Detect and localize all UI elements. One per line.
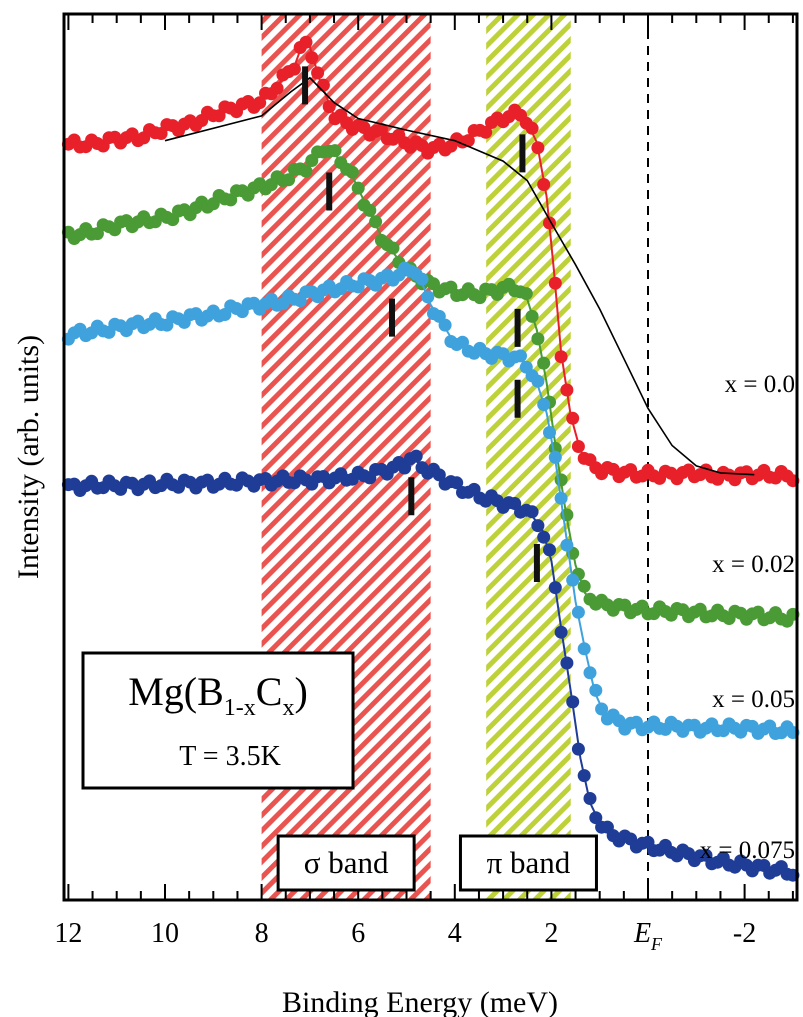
- data-point: [525, 309, 539, 323]
- data-point: [577, 769, 591, 783]
- series-label: x = 0.02: [712, 551, 795, 578]
- series-3: [61, 261, 800, 740]
- data-point: [351, 181, 365, 195]
- series-label: x = 0.075: [700, 837, 795, 864]
- data-point: [566, 411, 580, 425]
- data-point: [299, 35, 313, 49]
- data-point: [363, 203, 377, 217]
- data-point: [566, 695, 580, 709]
- data-point: [595, 702, 609, 716]
- data-point: [583, 666, 597, 680]
- compound-box: Mg(B1-xCx) T = 3.5K: [81, 651, 355, 790]
- series-4: [61, 449, 800, 882]
- series-1: [61, 35, 800, 488]
- band-labels: σ band π band: [276, 834, 598, 892]
- x-tick-label: 4: [448, 918, 462, 949]
- data-point: [589, 811, 603, 825]
- data-point: [270, 81, 284, 95]
- axis-ticks: [67, 14, 794, 900]
- series-label: x = 0.0: [725, 371, 795, 398]
- data-point: [548, 581, 562, 595]
- x-tick-label: 6: [351, 918, 365, 949]
- data-point: [525, 121, 539, 135]
- data-point: [537, 178, 551, 191]
- data-point: [328, 144, 342, 158]
- band-label-text: σ band: [304, 845, 389, 880]
- data-point: [287, 62, 301, 76]
- data-point: [299, 164, 313, 178]
- spectra-series: [61, 35, 800, 882]
- data-point: [566, 573, 580, 587]
- data-point: [316, 78, 330, 92]
- reference-curve: [164, 76, 755, 476]
- data-point: [531, 374, 545, 388]
- data-point: [543, 426, 556, 439]
- data-point: [554, 350, 568, 364]
- data-point: [531, 141, 545, 155]
- data-point: [398, 461, 412, 475]
- x-tick-label: 8: [255, 918, 269, 949]
- data-point: [438, 318, 452, 332]
- data-point: [537, 356, 551, 370]
- band-label-box: [276, 834, 416, 892]
- data-point: [548, 276, 562, 290]
- x-tick-label: EF: [633, 918, 663, 954]
- data-point: [577, 642, 591, 656]
- data-point: [543, 543, 556, 557]
- data-point: [583, 792, 597, 805]
- data-point: [519, 287, 533, 301]
- data-point: [571, 605, 585, 619]
- data-point: [589, 683, 603, 697]
- temperature-label: T = 3.5K: [179, 741, 281, 772]
- data-point: [409, 449, 423, 463]
- band-label: σ band: [276, 834, 416, 892]
- data-point: [305, 51, 319, 65]
- data-point: [514, 349, 527, 363]
- band-label-box: [458, 834, 598, 892]
- data-point: [415, 272, 429, 286]
- data-point: [531, 332, 545, 346]
- series-labels: x = 0.0 x = 0.02 x = 0.05 x = 0.075: [700, 371, 795, 864]
- band-label: π band: [458, 834, 598, 892]
- data-point: [525, 505, 539, 519]
- data-point: [537, 530, 551, 544]
- data-point: [548, 450, 562, 464]
- data-point: [345, 165, 359, 179]
- data-point: [560, 383, 574, 397]
- series-2: [61, 144, 800, 628]
- series-label: x = 0.05: [712, 686, 795, 713]
- data-point: [554, 491, 568, 505]
- data-point: [531, 519, 545, 533]
- data-point: [461, 134, 475, 148]
- data-point: [571, 742, 585, 756]
- data-point: [369, 215, 383, 229]
- data-point: [386, 241, 400, 255]
- data-point: [282, 173, 296, 187]
- data-point: [322, 100, 336, 114]
- x-tick-label: 12: [54, 918, 82, 949]
- x-tick-labels: 12 10 8 6 4 2 EF -2: [54, 918, 756, 954]
- x-tick-label: -2: [733, 918, 756, 949]
- data-point: [311, 66, 325, 80]
- data-point: [479, 125, 493, 139]
- data-point: [537, 398, 551, 411]
- data-point: [450, 476, 464, 490]
- data-point: [571, 440, 585, 453]
- data-point: [577, 579, 591, 593]
- data-point: [554, 625, 568, 639]
- data-point: [560, 656, 574, 670]
- data-point: [253, 96, 267, 110]
- peak-markers: [302, 66, 540, 582]
- x-tick-label: 2: [544, 918, 558, 949]
- x-axis-title: Binding Energy (meV): [282, 986, 558, 1017]
- x-tick-label: 10: [151, 918, 179, 949]
- data-point: [421, 290, 435, 304]
- y-axis-title: Intensity (arb. units): [12, 335, 45, 579]
- compound-formula: Mg(B1-xCx): [128, 669, 308, 721]
- data-point: [560, 538, 574, 552]
- reference-line: [164, 76, 755, 476]
- band-label-text: π band: [487, 845, 571, 880]
